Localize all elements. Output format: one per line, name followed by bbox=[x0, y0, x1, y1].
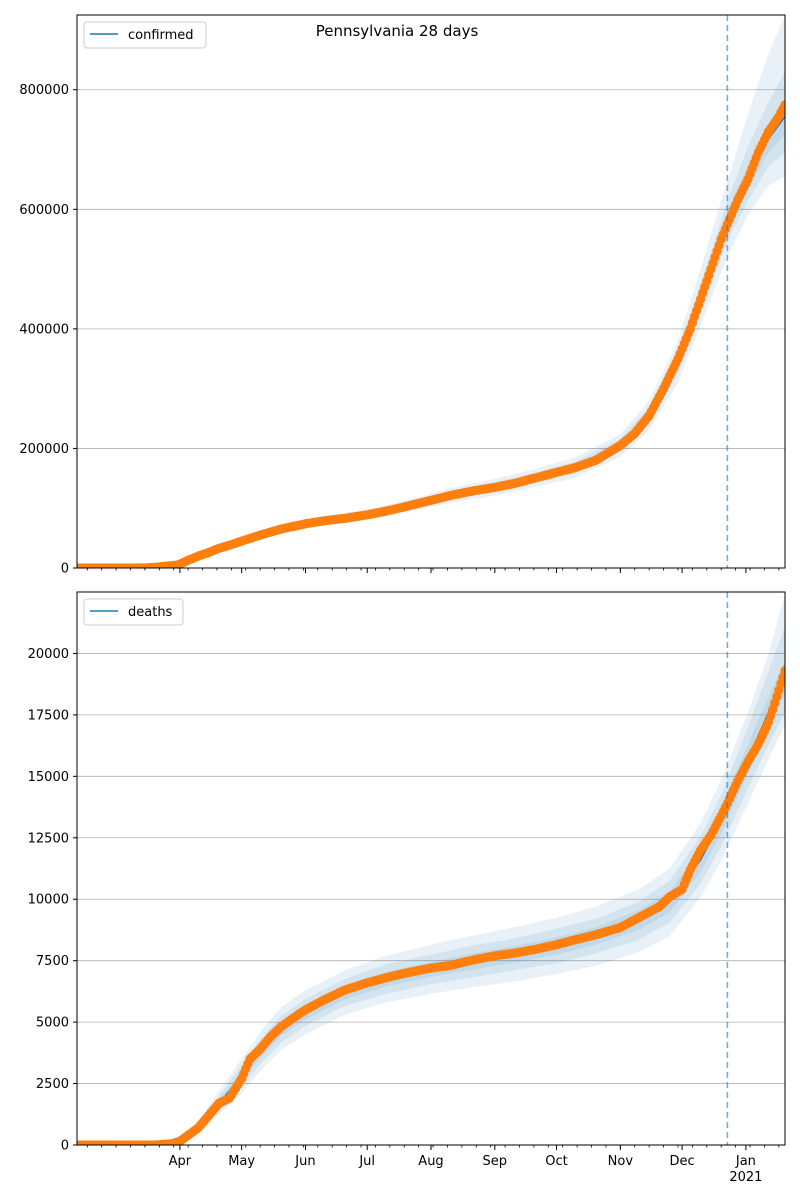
confirmed-axes: 0 200000 400000 600000 800000 bbox=[19, 14, 786, 577]
deaths-xtick-label: Nov bbox=[608, 1154, 634, 1169]
deaths-xtick-label: 2021 bbox=[729, 1170, 762, 1185]
deaths-xtick-label: Jul bbox=[358, 1154, 375, 1169]
deaths-ytick-label: 20000 bbox=[28, 647, 69, 662]
deaths-xtick-label: Sep bbox=[483, 1154, 508, 1169]
deaths-legend[interactable]: deaths bbox=[83, 598, 184, 626]
deaths-ytick-label: 5000 bbox=[36, 1016, 69, 1031]
confirmed-axes-frame bbox=[76, 14, 786, 569]
confirmed-observed-point bbox=[780, 100, 785, 110]
deaths-xtick-label: Apr bbox=[169, 1154, 192, 1169]
deaths-observed-point bbox=[780, 666, 785, 676]
deaths-xtick-label: Jan bbox=[735, 1154, 756, 1169]
confirmed-observed-points bbox=[77, 100, 785, 568]
confirmed-band-middle bbox=[77, 71, 785, 568]
deaths-ytick-label: 15000 bbox=[28, 770, 69, 785]
deaths-ytick-label: 12500 bbox=[28, 831, 69, 846]
deaths-ytick-label: 0 bbox=[61, 1139, 69, 1154]
deaths-xtick-label: Oct bbox=[545, 1154, 567, 1169]
confirmed-ytick-label: 800000 bbox=[19, 83, 69, 98]
deaths-ytick-label: 10000 bbox=[28, 893, 69, 908]
deaths-legend-label: deaths bbox=[128, 605, 173, 620]
deaths-xtick-label: May bbox=[228, 1154, 255, 1169]
deaths-legend-box bbox=[83, 598, 184, 626]
confirmed-ytick-label: 200000 bbox=[19, 442, 69, 457]
deaths-ytick-label: 7500 bbox=[36, 954, 69, 969]
confirmed-uncertainty-bands bbox=[77, 15, 785, 568]
deaths-ytick-label: 2500 bbox=[36, 1077, 69, 1092]
deaths-xtick-label: Jun bbox=[294, 1154, 315, 1169]
deaths-xtick-label: Aug bbox=[418, 1154, 443, 1169]
confirmed-legend-label: confirmed bbox=[128, 28, 194, 43]
confirmed-legend-box bbox=[83, 21, 207, 49]
confirmed-ytick-label: 600000 bbox=[19, 203, 69, 218]
chart-title: Pennsylvania 28 days bbox=[316, 22, 479, 40]
deaths-ytick-label: 17500 bbox=[28, 708, 69, 723]
deaths-axes: 0 2500 5000 7500 10000 12500 15000 17500 20000 Ap… bbox=[28, 591, 786, 1185]
confirmed-band-outer bbox=[77, 15, 785, 568]
deaths-observed-points bbox=[77, 666, 785, 1145]
confirmed-legend[interactable]: confirmed bbox=[83, 21, 207, 49]
deaths-uncertainty-bands bbox=[77, 594, 785, 1145]
deaths-xtick-label: Dec bbox=[670, 1154, 695, 1169]
confirmed-ytick-label: 0 bbox=[61, 562, 69, 577]
confirmed-panel: 0 200000 400000 600000 800000 confirmed bbox=[19, 14, 786, 577]
deaths-observed-point bbox=[778, 672, 785, 682]
deaths-panel: 0 2500 5000 7500 10000 12500 15000 17500 20000 Ap… bbox=[28, 591, 786, 1185]
confirmed-ytick-label: 400000 bbox=[19, 322, 69, 337]
